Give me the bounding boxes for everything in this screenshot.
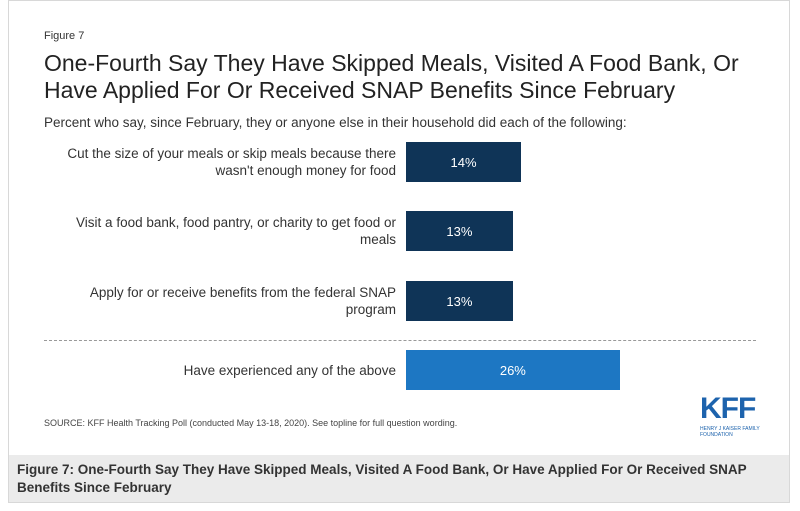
category-text: Visit a food bank, food pantry, or chari… [76, 215, 396, 247]
category-label: Apply for or receive benefits from the f… [60, 281, 396, 321]
figure-label: Figure 7 [44, 30, 85, 42]
value-label: 13% [446, 293, 473, 309]
category-label: Visit a food bank, food pantry, or chari… [60, 211, 396, 251]
category-text: Apply for or receive benefits from the f… [89, 285, 396, 317]
logo-subtext: HENRY J KAISER FAMILY FOUNDATION [700, 426, 760, 438]
logo: KFF [700, 392, 756, 425]
category-label: Cut the size of your meals or skip meals… [60, 142, 396, 182]
bar: 14% [406, 142, 522, 182]
value-label: 26% [499, 362, 526, 378]
caption: Figure 7: One-Fourth Say They Have Skipp… [9, 455, 789, 502]
category-text: Cut the size of your meals or skip meals… [67, 146, 396, 178]
value-label: 13% [446, 223, 473, 239]
bar: 13% [406, 211, 513, 251]
category-text: Have experienced any of the above [183, 362, 396, 378]
figure-frame [8, 0, 790, 503]
value-label: 14% [450, 154, 477, 170]
category-label: Have experienced any of the above [60, 350, 396, 390]
bar: 13% [406, 281, 513, 321]
chart-subtitle: Percent who say, since February, they or… [44, 115, 627, 130]
separator [44, 340, 756, 341]
source-note: SOURCE: KFF Health Tracking Poll (conduc… [44, 418, 458, 428]
bar: 26% [406, 350, 620, 390]
chart-title: One-Fourth Say They Have Skipped Meals, … [44, 50, 739, 103]
